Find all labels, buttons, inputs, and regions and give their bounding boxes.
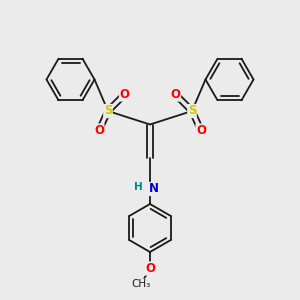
Text: O: O: [170, 88, 181, 101]
Text: N: N: [148, 182, 159, 196]
Text: S: S: [104, 104, 112, 118]
Text: O: O: [119, 88, 130, 101]
Text: CH₃: CH₃: [131, 279, 151, 289]
Text: O: O: [145, 262, 155, 275]
Text: O: O: [196, 124, 206, 137]
Text: H: H: [134, 182, 143, 193]
Text: O: O: [94, 124, 104, 137]
Text: S: S: [188, 104, 196, 118]
